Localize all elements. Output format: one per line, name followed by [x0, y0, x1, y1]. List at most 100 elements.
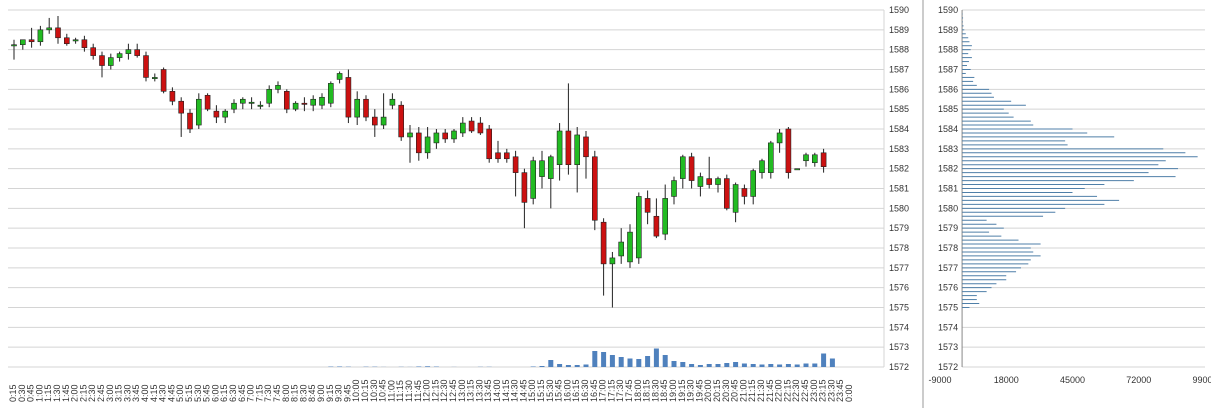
- time-tick-label: 22:00: [774, 379, 784, 402]
- candle-body-down: [653, 215, 660, 237]
- candle-body-down: [512, 156, 519, 173]
- candle: [512, 150, 519, 197]
- candle-body-down: [741, 188, 748, 197]
- candle-body-up: [609, 257, 616, 265]
- candle: [108, 53, 114, 70]
- candle: [222, 109, 228, 124]
- candle: [240, 97, 246, 110]
- time-tick-label: 12:00: [422, 379, 432, 402]
- candle: [310, 95, 317, 112]
- candle-body-up: [618, 241, 625, 257]
- time-tick-label: 5:45: [202, 384, 212, 402]
- time-tick-label: 14:30: [510, 379, 520, 402]
- time-tick-label: 18:45: [659, 379, 669, 402]
- time-tick-label: 17:30: [615, 379, 625, 402]
- candle: [389, 93, 396, 110]
- volume-bar: [689, 364, 695, 367]
- candle-body-up: [759, 160, 765, 173]
- candle: [794, 168, 801, 171]
- time-tick-label: 14:45: [518, 379, 528, 402]
- time-tick-label: 4:00: [140, 384, 150, 402]
- volume-bar: [583, 364, 589, 367]
- volume-bar: [627, 358, 633, 367]
- time-tick-label: 1:15: [43, 384, 53, 402]
- volume-bar: [548, 360, 554, 367]
- candle-body-down: [477, 122, 484, 134]
- candle-body-down: [178, 100, 184, 114]
- price-tick-label: 1576: [889, 283, 909, 293]
- time-tick-label: 16:30: [580, 379, 590, 402]
- candle: [363, 95, 369, 122]
- time-tick-label: 2:30: [87, 384, 97, 402]
- profile-price-tick-label: 1576: [938, 283, 958, 293]
- candle-body-down: [143, 55, 149, 78]
- time-tick-label: 11:00: [386, 380, 396, 402]
- volume-bar: [416, 366, 422, 367]
- candle-body-up: [336, 73, 343, 80]
- profile-volume-tick-label: -9000: [928, 375, 951, 385]
- candle: [521, 168, 528, 229]
- volume-bar: [759, 364, 765, 367]
- candle: [697, 172, 704, 197]
- candle-body-down: [187, 112, 193, 130]
- candle: [679, 154, 686, 189]
- candle-body-up: [459, 122, 466, 134]
- time-tick-label: 18:15: [642, 379, 652, 402]
- time-tick-label: 6:30: [228, 384, 238, 402]
- candle-body-up: [679, 156, 686, 179]
- time-tick-label: 10:00: [351, 379, 361, 402]
- price-tick-label: 1575: [889, 303, 909, 313]
- price-tick-label: 1589: [889, 25, 909, 35]
- time-tick-label: 7:00: [246, 384, 256, 402]
- candlestick-x-tick-labels: 0:150:300:451:001:151:301:452:002:152:30…: [8, 379, 854, 402]
- candle-body-up: [732, 184, 739, 213]
- candle: [671, 176, 677, 205]
- candle: [644, 190, 651, 225]
- profile-volume-tick-label: 18000: [994, 375, 1019, 385]
- candle: [820, 148, 827, 173]
- candle: [19, 39, 26, 50]
- price-tick-label: 1573: [889, 342, 909, 352]
- volume-bar: [636, 359, 642, 367]
- candle-body-up: [292, 102, 299, 110]
- time-tick-label: 19:00: [668, 379, 678, 402]
- time-tick-label: 1:00: [34, 384, 44, 402]
- time-tick-label: 16:15: [571, 379, 581, 402]
- candle: [503, 148, 510, 163]
- time-tick-label: 7:15: [254, 384, 264, 402]
- volume-profile-chart: 1572 1573 1574 1575 1576 1577 1578 1579 1580 1581…: [928, 5, 1211, 385]
- time-tick-label: 9:00: [316, 384, 326, 402]
- volume-bar: [671, 361, 677, 367]
- candle-body-down: [644, 198, 651, 213]
- candle-body-up: [407, 132, 413, 138]
- price-tick-label: 1587: [889, 65, 909, 75]
- candle: [37, 25, 44, 46]
- candle-body-down: [283, 91, 290, 110]
- candle-body-up: [231, 102, 237, 110]
- candle: [28, 27, 35, 48]
- volume-bar: [777, 364, 783, 367]
- time-tick-label: 18:30: [650, 379, 660, 402]
- time-tick-label: 20:30: [721, 379, 731, 402]
- time-tick-label: 23:30: [826, 379, 836, 402]
- profile-volume-tick-label: 99000: [1192, 375, 1211, 385]
- time-tick-label: 19:45: [694, 379, 704, 402]
- candle: [275, 81, 281, 94]
- time-tick-label: 11:45: [413, 380, 423, 402]
- time-tick-label: 10:45: [378, 379, 388, 402]
- candle-body-up: [547, 156, 554, 179]
- candle-body-down: [591, 156, 598, 221]
- price-tick-label: 1579: [889, 223, 909, 233]
- profile-price-tick-label: 1586: [938, 84, 958, 94]
- volume-bar: [803, 363, 809, 367]
- candle-body-up: [125, 49, 132, 54]
- candle: [662, 184, 669, 241]
- profile-price-tick-label: 1573: [938, 342, 958, 352]
- profile-price-tick-label: 1581: [938, 184, 958, 194]
- candle: [152, 73, 158, 82]
- candle: [398, 101, 405, 141]
- volume-bar: [618, 357, 624, 367]
- volume-bar: [565, 365, 571, 367]
- time-tick-label: 22:30: [791, 379, 801, 402]
- candle: [354, 91, 361, 126]
